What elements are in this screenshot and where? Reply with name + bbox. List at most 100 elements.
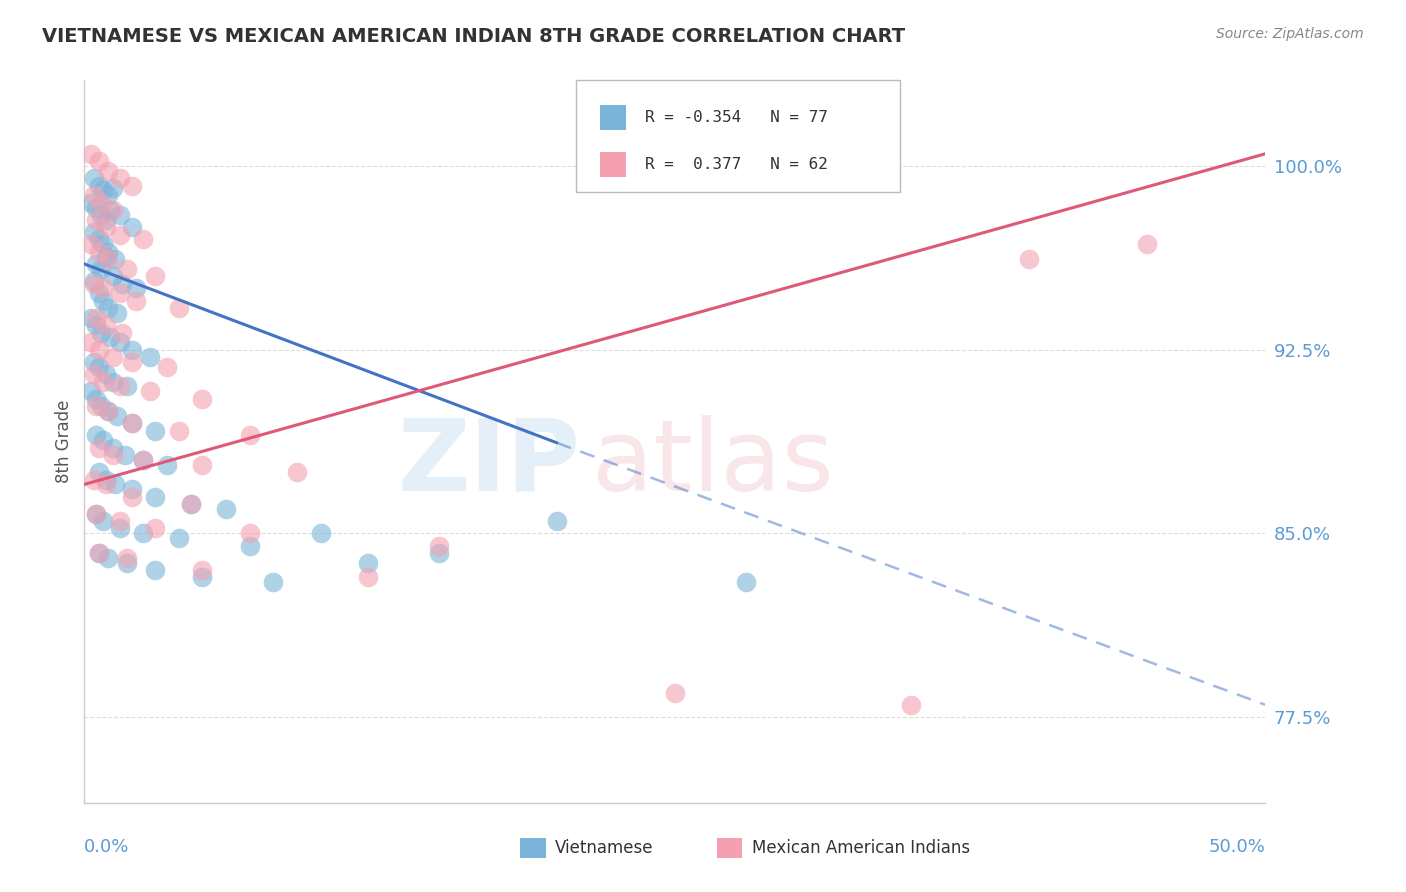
Point — [83, 277, 105, 291]
Point — [90, 208, 112, 222]
Point — [285, 465, 308, 479]
Point — [83, 355, 105, 369]
Text: Source: ZipAtlas.com: Source: ZipAtlas.com — [1216, 27, 1364, 41]
Point — [97, 164, 120, 178]
Point — [84, 428, 107, 442]
Point — [91, 514, 114, 528]
Point — [98, 330, 121, 344]
Text: ZIP: ZIP — [398, 415, 581, 512]
Point — [115, 261, 138, 276]
Point — [114, 448, 136, 462]
Point — [167, 424, 190, 438]
Point — [215, 502, 238, 516]
Point — [239, 526, 262, 541]
Point — [83, 473, 105, 487]
Point — [427, 546, 450, 560]
Point — [101, 181, 124, 195]
Point — [101, 448, 124, 462]
Point — [91, 184, 114, 198]
Point — [91, 375, 114, 389]
Point — [87, 232, 110, 246]
Point — [91, 434, 114, 448]
Point — [84, 318, 107, 333]
Point — [94, 473, 117, 487]
Point — [132, 453, 155, 467]
Point — [94, 318, 117, 333]
Point — [121, 483, 143, 497]
Point — [83, 188, 105, 202]
Text: R =  0.377   N = 62: R = 0.377 N = 62 — [645, 157, 828, 172]
Point — [97, 301, 120, 315]
Point — [239, 539, 262, 553]
Point — [121, 355, 143, 369]
Point — [156, 359, 179, 374]
Point — [167, 301, 190, 315]
Point — [84, 310, 107, 325]
Point — [107, 306, 129, 320]
Point — [84, 507, 107, 521]
Point — [121, 416, 143, 430]
Point — [121, 220, 143, 235]
Point — [94, 250, 117, 264]
Point — [156, 458, 179, 472]
Point — [427, 539, 450, 553]
Point — [80, 237, 103, 252]
Point — [121, 416, 143, 430]
Point — [143, 521, 166, 535]
Point — [97, 404, 120, 418]
Point — [1136, 237, 1159, 252]
Point — [104, 477, 127, 491]
Point — [90, 399, 112, 413]
Point — [87, 465, 110, 479]
Point — [191, 458, 214, 472]
Point — [87, 286, 110, 301]
Point — [97, 550, 120, 565]
Point — [143, 490, 166, 504]
Point — [108, 514, 131, 528]
Point — [139, 384, 162, 399]
Point — [83, 171, 105, 186]
Point — [108, 208, 131, 222]
Point — [180, 497, 202, 511]
Point — [98, 203, 121, 218]
Text: Vietnamese: Vietnamese — [555, 839, 654, 857]
Point — [262, 575, 284, 590]
Point — [94, 367, 117, 381]
Point — [734, 575, 756, 590]
Point — [90, 195, 112, 210]
Point — [84, 399, 107, 413]
Point — [83, 274, 105, 288]
Point — [80, 195, 103, 210]
Point — [357, 556, 380, 570]
Point — [84, 201, 107, 215]
Point — [94, 213, 117, 227]
Point — [97, 252, 120, 266]
Point — [108, 286, 131, 301]
Point — [80, 146, 103, 161]
Point — [357, 570, 380, 584]
Point — [90, 261, 112, 276]
Point — [180, 497, 202, 511]
Point — [125, 293, 148, 308]
Text: R = -0.354   N = 77: R = -0.354 N = 77 — [645, 110, 828, 125]
Point — [132, 232, 155, 246]
Point — [87, 546, 110, 560]
Point — [84, 392, 107, 406]
Point — [121, 490, 143, 504]
Y-axis label: 8th Grade: 8th Grade — [55, 400, 73, 483]
Point — [108, 171, 131, 186]
Point — [115, 550, 138, 565]
Text: atlas: atlas — [592, 415, 834, 512]
Point — [1018, 252, 1040, 266]
Point — [91, 237, 114, 252]
Point — [83, 367, 105, 381]
Point — [132, 526, 155, 541]
Point — [107, 409, 129, 423]
Point — [167, 531, 190, 545]
Point — [104, 252, 127, 266]
Point — [143, 269, 166, 284]
Point — [143, 563, 166, 577]
Point — [125, 281, 148, 295]
Point — [111, 326, 134, 340]
Point — [239, 428, 262, 442]
